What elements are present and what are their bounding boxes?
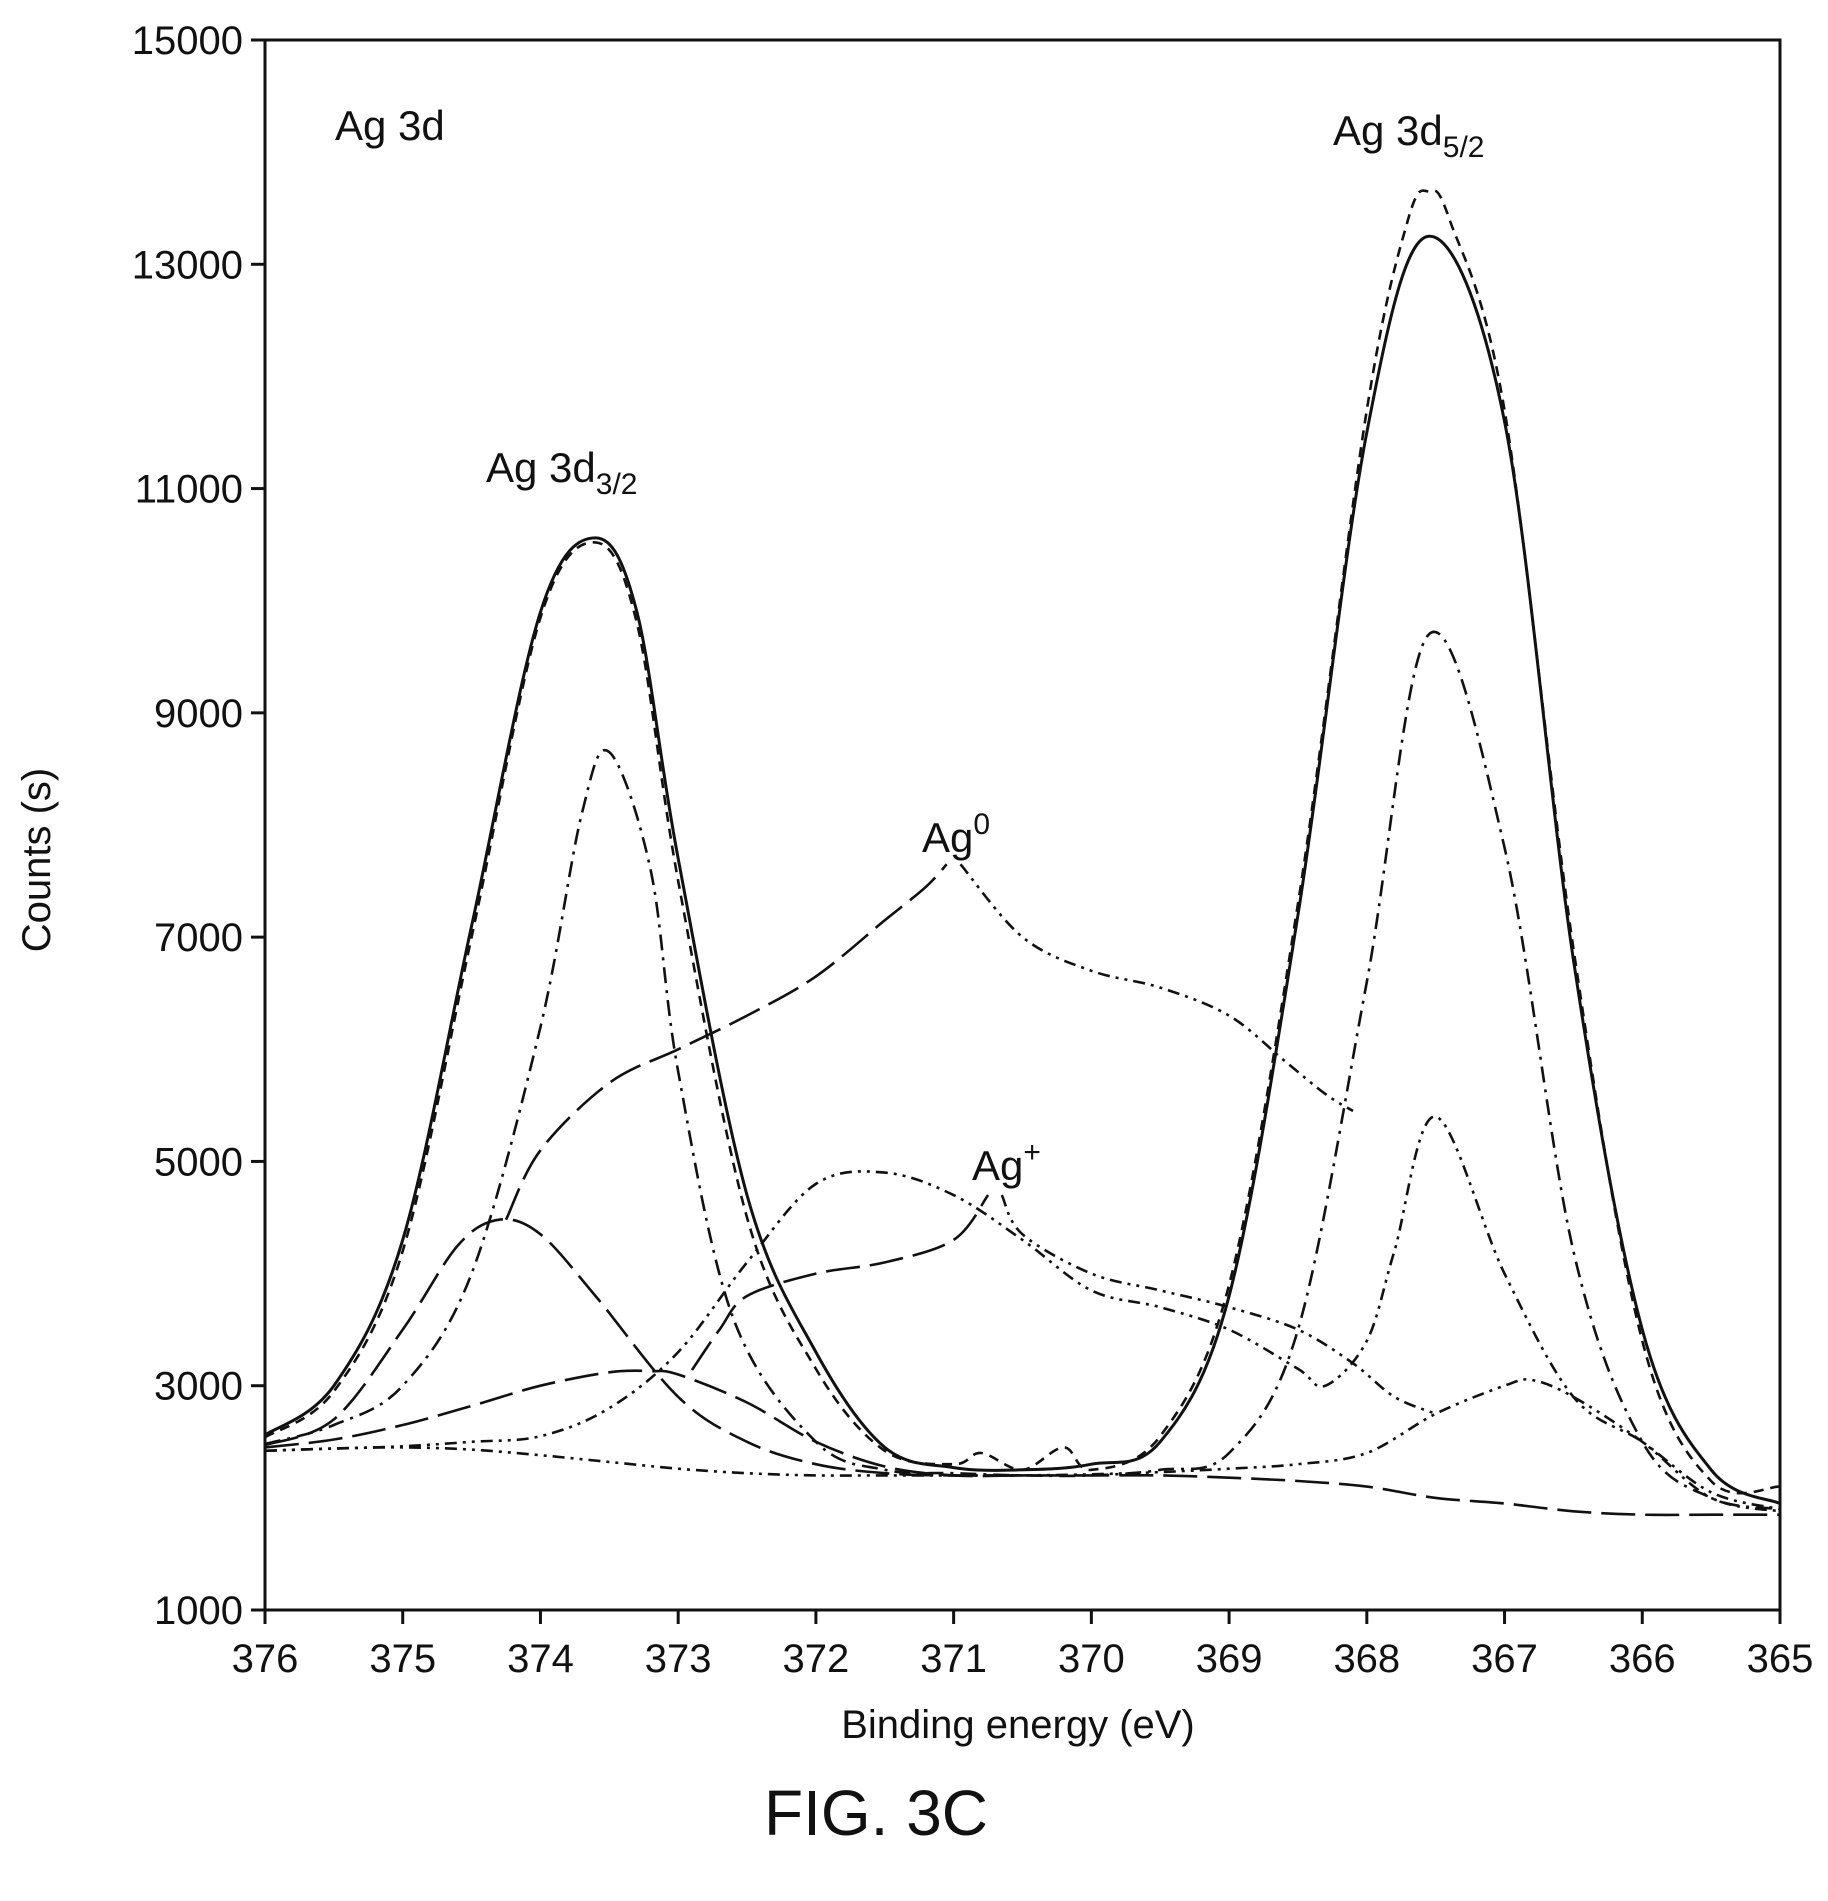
x-tick-label: 376 bbox=[232, 1637, 299, 1681]
x-tick-label: 366 bbox=[1609, 1637, 1676, 1681]
y-tick-label: 13000 bbox=[132, 243, 243, 287]
ticks-layer: 376 375 374 373 372 371 370 369 368 367 366 365 1000… bbox=[132, 19, 1814, 1681]
y-axis-title: Counts (s) bbox=[15, 768, 59, 953]
x-tick-label: 370 bbox=[1058, 1637, 1125, 1681]
series-line-1 bbox=[264, 234, 1781, 1505]
series-line-2 bbox=[264, 189, 1781, 1495]
annotation-ag-3d-3-2-subscript: 3/2 bbox=[596, 468, 638, 501]
y-tick-label: 5000 bbox=[154, 1140, 243, 1184]
y-tick-label: 9000 bbox=[154, 692, 243, 736]
annotation-ag-3d: Ag 3d bbox=[335, 102, 445, 149]
y-tick-label: 7000 bbox=[154, 916, 243, 960]
y-tick-label: 15000 bbox=[132, 19, 243, 63]
annotation-ag-3d-5-2: Ag 3d5/2 bbox=[1333, 107, 1484, 164]
annotation-ag0-main: Ag bbox=[922, 814, 973, 861]
x-tick-label: 368 bbox=[1333, 1637, 1400, 1681]
series-line-8 bbox=[504, 863, 948, 1221]
x-tick-label: 369 bbox=[1196, 1637, 1263, 1681]
x-tick-label: 373 bbox=[645, 1637, 712, 1681]
x-axis-title: Binding energy (eV) bbox=[841, 1703, 1195, 1747]
annotation-ag-plus-superscript: + bbox=[1023, 1136, 1041, 1169]
x-tick-label: 365 bbox=[1747, 1637, 1814, 1681]
annotation-ag0: Ag0 bbox=[922, 808, 990, 861]
x-tick-label: 374 bbox=[507, 1637, 574, 1681]
x-tick-label: 375 bbox=[369, 1637, 436, 1681]
x-tick-label: 367 bbox=[1471, 1637, 1538, 1681]
y-tick-label: 1000 bbox=[154, 1589, 243, 1633]
series-line-9 bbox=[959, 863, 1354, 1113]
annotation-ag-3d-3-2: Ag 3d3/2 bbox=[486, 444, 637, 501]
series-line-3 bbox=[264, 630, 1781, 1511]
series-layer bbox=[264, 189, 1781, 1517]
annotation-ag-plus: Ag+ bbox=[972, 1136, 1041, 1189]
annotation-ag-3d-5-2-main: Ag 3d bbox=[1333, 107, 1443, 154]
annotation-ag-3d-3-2-main: Ag 3d bbox=[486, 444, 596, 491]
plot-frame bbox=[263, 38, 1782, 1612]
y-tick-label: 11000 bbox=[135, 468, 243, 512]
figure-caption: FIG. 3C bbox=[764, 1777, 988, 1849]
series-line-6 bbox=[264, 1378, 1781, 1513]
series-line-5 bbox=[264, 1115, 1781, 1511]
x-tick-label: 372 bbox=[783, 1637, 850, 1681]
y-tick-label: 3000 bbox=[154, 1365, 243, 1409]
series-line-11 bbox=[1000, 1194, 1437, 1416]
annotation-ag-plus-main: Ag bbox=[972, 1142, 1023, 1189]
series-line-10 bbox=[690, 1194, 990, 1371]
x-tick-label: 371 bbox=[920, 1637, 987, 1681]
annotation-ag-3d-5-2-subscript: 5/2 bbox=[1443, 131, 1485, 164]
annotation-ag0-superscript: 0 bbox=[973, 808, 990, 841]
series-line-7 bbox=[264, 1369, 1023, 1478]
